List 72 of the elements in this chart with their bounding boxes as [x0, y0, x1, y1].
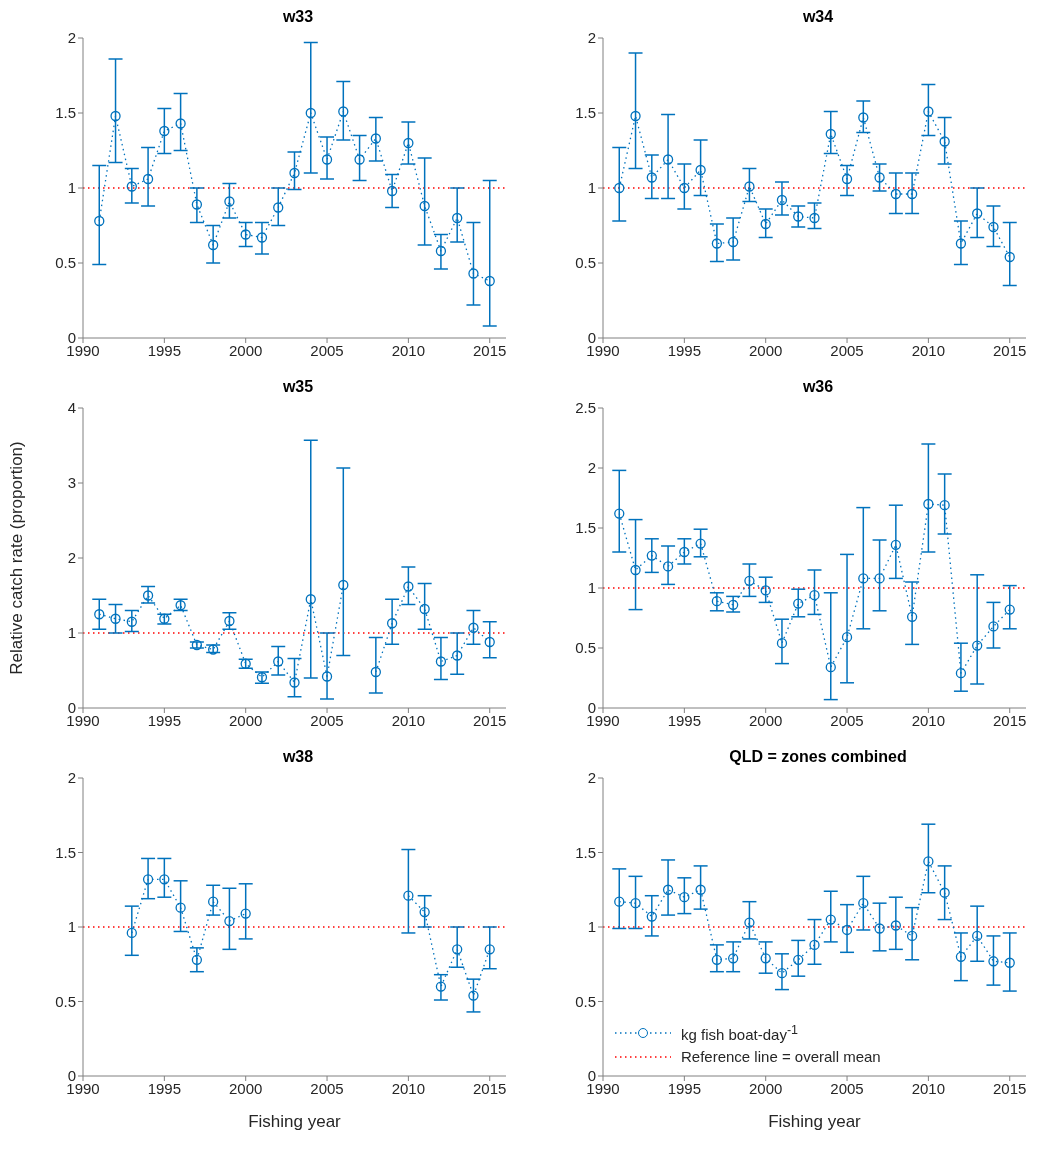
x-tick-label: 1995	[147, 1079, 182, 1097]
y-tick-label: 4	[67, 399, 76, 417]
legend-label: kg fish boat-day$^{-1}$	[681, 1022, 799, 1045]
y-tick-label: 1	[587, 179, 596, 197]
x-tick-label: 2000	[749, 711, 783, 729]
y-tick-label: 1	[67, 179, 76, 197]
y-tick-label: 1	[67, 918, 76, 936]
chart-title: w38	[281, 748, 315, 767]
chart-title: QLD = zones combined	[728, 748, 908, 767]
x-tick-label: 2005	[830, 341, 864, 359]
x-tick-label: 2015	[993, 711, 1027, 729]
x-tick-label: 2015	[993, 1079, 1027, 1097]
y-tick-label: 0	[587, 699, 596, 717]
y-tick-label: 2	[587, 29, 596, 47]
y-tick-label: 3	[67, 474, 76, 492]
y-tick-label: 2	[67, 549, 76, 567]
legend-label: Reference line = overall mean	[681, 1047, 881, 1067]
y-tick-label: 1	[67, 624, 76, 642]
x-tick-label: 2005	[830, 1079, 864, 1097]
x-tick-label: 2010	[391, 341, 426, 359]
x-tick-label: 2000	[749, 1079, 783, 1097]
x-tick-label: 2010	[911, 1079, 946, 1097]
y-tick-label: 1	[587, 918, 596, 936]
y-tick-label: 2.5	[575, 399, 596, 417]
y-tick-label: 0	[587, 1067, 596, 1085]
y-tick-label: 0	[67, 1067, 76, 1085]
y-tick-label: 2	[67, 769, 76, 787]
x-tick-label: 2010	[391, 1079, 426, 1097]
x-tick-label: 2000	[229, 711, 263, 729]
x-tick-label: 1995	[147, 711, 182, 729]
x-tick-label: 2015	[993, 341, 1027, 359]
x-tick-label: 1995	[147, 341, 182, 359]
chart-title: w33	[281, 8, 315, 27]
x-tick-label: 2005	[310, 711, 344, 729]
x-tick-label: 2015	[473, 341, 507, 359]
y-tick-label: 0	[587, 329, 596, 347]
chart-title: w35	[281, 378, 315, 397]
x-tick-label: 1995	[667, 711, 702, 729]
x-tick-label: 2010	[911, 711, 946, 729]
y-tick-label: 1.5	[575, 843, 596, 861]
chart-title: w36	[801, 378, 835, 397]
y-tick-label: 0.5	[575, 254, 596, 272]
y-tick-label: 1	[587, 579, 596, 597]
y-tick-label: 0	[67, 699, 76, 717]
x-tick-label: 2005	[310, 341, 344, 359]
x-tick-label: 2005	[310, 1079, 344, 1097]
y-axis-title: Relative catch rate (proportion)	[7, 441, 27, 675]
y-tick-label: 1.5	[55, 843, 76, 861]
x-tick-label: 1995	[667, 1079, 702, 1097]
x-axis-title: Fishing year	[768, 1112, 862, 1131]
y-tick-label: 1.5	[55, 104, 76, 122]
x-tick-label: 2000	[229, 1079, 263, 1097]
y-tick-label: 2	[587, 459, 596, 477]
x-axis-title: Fishing year	[248, 1112, 342, 1131]
x-tick-label: 2000	[229, 341, 263, 359]
y-tick-label: 2	[587, 769, 596, 787]
x-tick-label: 1995	[667, 341, 702, 359]
y-tick-label: 0.5	[575, 639, 596, 657]
x-tick-label: 2005	[830, 711, 864, 729]
x-tick-label: 2010	[911, 341, 946, 359]
x-tick-label: 2015	[473, 1079, 507, 1097]
y-tick-label: 1.5	[575, 519, 596, 537]
x-tick-label: 2000	[749, 341, 783, 359]
y-tick-label: 0	[67, 329, 76, 347]
y-tick-label: 0.5	[575, 992, 596, 1010]
chart-title: w34	[801, 8, 835, 27]
y-tick-label: 2	[67, 29, 76, 47]
x-tick-label: 2010	[391, 711, 426, 729]
x-tick-label: 2015	[473, 711, 507, 729]
y-tick-label: 1.5	[575, 104, 596, 122]
y-tick-label: 0.5	[55, 992, 76, 1010]
y-tick-label: 0.5	[55, 254, 76, 272]
